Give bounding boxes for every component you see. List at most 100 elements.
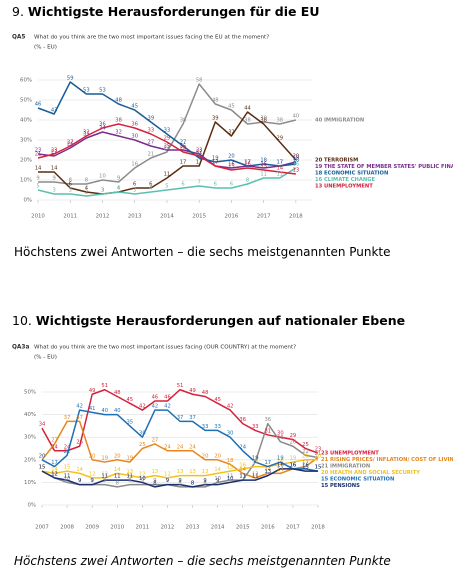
value-label: 33 bbox=[202, 424, 209, 430]
value-label: 3 bbox=[52, 188, 55, 194]
value-label: 37 bbox=[189, 415, 196, 421]
value-label: 27 bbox=[67, 140, 74, 146]
value-label: 14 bbox=[76, 467, 83, 473]
value-label: 33 bbox=[252, 424, 259, 430]
value-label: 24 bbox=[51, 444, 58, 450]
value-label: 22 bbox=[64, 449, 71, 455]
value-label: 21 bbox=[315, 451, 322, 457]
value-label: 4 bbox=[85, 186, 89, 192]
value-label: 29 bbox=[276, 136, 283, 142]
value-label: 34 bbox=[99, 126, 106, 132]
value-label: 41 bbox=[89, 406, 96, 412]
value-label: 5 bbox=[165, 184, 168, 190]
legend-label: HEALTH AND SOCIAL SECURITY bbox=[330, 470, 420, 476]
y-tick-label: 20% bbox=[20, 158, 32, 164]
value-label: 14 bbox=[51, 467, 58, 473]
x-tick-label: 2009 bbox=[85, 525, 99, 531]
value-label: 18 bbox=[227, 458, 234, 464]
value-label: 26 bbox=[290, 440, 297, 446]
value-label: 44 bbox=[244, 106, 251, 112]
value-label: 36 bbox=[99, 122, 106, 128]
value-label: 39 bbox=[212, 116, 219, 122]
value-label: 26 bbox=[76, 440, 83, 446]
series-line bbox=[37, 81, 296, 167]
value-label: 16 bbox=[131, 162, 138, 168]
value-label: 13 bbox=[202, 469, 209, 475]
value-label: 24 bbox=[189, 444, 196, 450]
value-label: 9 bbox=[166, 478, 169, 484]
end-value: 15 bbox=[321, 483, 329, 489]
value-label: 14 bbox=[214, 467, 221, 473]
value-label: 29 bbox=[290, 433, 297, 439]
value-label: 15 bbox=[315, 465, 322, 471]
end-value: 13 bbox=[315, 184, 323, 190]
value-label: 13 bbox=[265, 469, 272, 475]
value-label: 37 bbox=[64, 415, 71, 421]
value-label: 12 bbox=[252, 471, 259, 477]
y-tick-label: 30% bbox=[20, 138, 32, 144]
value-label: 9 bbox=[52, 176, 55, 182]
value-label: 4 bbox=[149, 186, 153, 192]
x-tick-label: 2018 bbox=[289, 214, 303, 220]
y-tick-label: 20% bbox=[24, 457, 36, 463]
question: What do you think are the two most impor… bbox=[34, 35, 269, 41]
value-label: 19 bbox=[252, 456, 259, 462]
value-label: 24 bbox=[239, 444, 246, 450]
value-label: 25 bbox=[180, 144, 187, 150]
value-label: 59 bbox=[67, 76, 74, 82]
value-label: 8 bbox=[246, 178, 249, 184]
value-label: 38 bbox=[180, 118, 187, 124]
value-label: 48 bbox=[202, 390, 209, 396]
value-label: 19 bbox=[252, 456, 259, 462]
value-label: 9 bbox=[78, 478, 81, 484]
value-label: 3 bbox=[69, 188, 72, 194]
value-label: 15 bbox=[39, 465, 46, 471]
value-label: 27 bbox=[51, 437, 58, 443]
value-label: 53 bbox=[99, 88, 106, 94]
heading: 10. Wichtigste Herausforderungen auf nat… bbox=[12, 313, 405, 328]
value-label: 6 bbox=[181, 182, 184, 188]
value-label: 22 bbox=[51, 150, 58, 156]
value-label: 38 bbox=[260, 118, 267, 124]
value-label: 16 bbox=[290, 462, 297, 468]
y-tick-label: 0% bbox=[27, 503, 36, 509]
value-label: 25 bbox=[139, 442, 146, 448]
value-label: 19 bbox=[127, 456, 134, 462]
value-label: 23 bbox=[35, 148, 42, 154]
value-label: 45 bbox=[131, 104, 138, 110]
value-label: 15 bbox=[302, 465, 309, 471]
legend-label: THE STATE OF MEMBER STATES' PUBLIC FINAN… bbox=[324, 164, 453, 170]
value-label: 22 bbox=[196, 150, 203, 156]
value-label: 11 bbox=[164, 172, 171, 178]
value-label: 27 bbox=[152, 437, 159, 443]
value-label: 20 bbox=[39, 453, 46, 459]
caption: Höchstens zwei Antworten – die sechs mei… bbox=[14, 554, 391, 568]
value-label: 11 bbox=[276, 172, 283, 178]
value-label: 45 bbox=[127, 397, 134, 403]
value-label: 38 bbox=[244, 118, 251, 124]
value-label: 11 bbox=[260, 172, 267, 178]
value-label: 39 bbox=[148, 116, 155, 122]
heading-number: 9. bbox=[12, 4, 24, 19]
y-tick-label: 0% bbox=[23, 198, 32, 204]
value-label: 58 bbox=[196, 78, 203, 84]
value-label: 14 bbox=[265, 467, 272, 473]
value-label: 34 bbox=[39, 422, 46, 428]
value-label: 24 bbox=[164, 444, 171, 450]
question-code: QA3a bbox=[12, 345, 29, 351]
value-label: 27 bbox=[148, 140, 155, 146]
value-label: 25 bbox=[302, 442, 309, 448]
value-label: 19 bbox=[212, 156, 219, 162]
value-label: 42 bbox=[139, 404, 146, 410]
value-label: 51 bbox=[177, 383, 184, 389]
value-label: 48 bbox=[212, 98, 219, 104]
legend-label: RISING PRICES/ INFLATION/ COST OF LIVING bbox=[330, 457, 453, 463]
value-label: 13 bbox=[189, 469, 196, 475]
heading-title: Wichtigste Herausforderungen auf nationa… bbox=[35, 313, 406, 328]
value-label: 48 bbox=[114, 390, 121, 396]
value-label: 4 bbox=[117, 186, 121, 192]
value-label: 12 bbox=[101, 471, 108, 477]
value-label: 17 bbox=[276, 160, 283, 166]
value-label: 33 bbox=[164, 128, 171, 134]
series-line bbox=[37, 123, 296, 175]
